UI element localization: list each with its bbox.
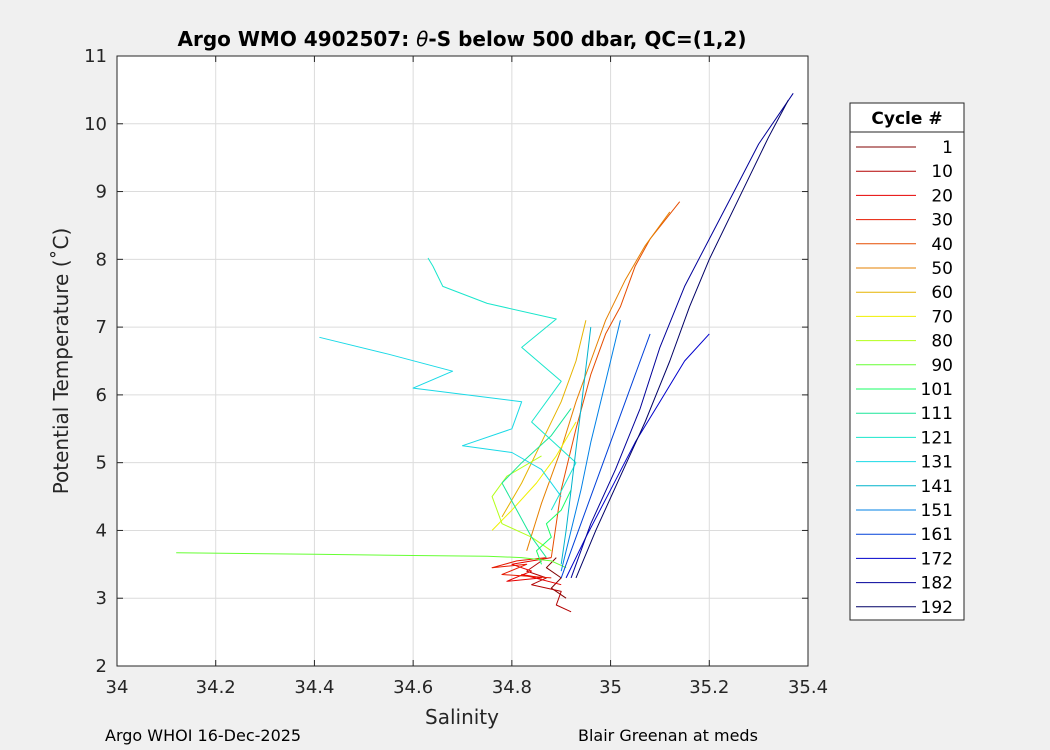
legend-label-cycle-40: 40 [931, 235, 953, 255]
series-line-cycle-192 [575, 99, 789, 579]
legend-label-cycle-80: 80 [931, 332, 953, 352]
legend-label-cycle-172: 172 [921, 549, 953, 569]
legend-label-cycle-30: 30 [931, 211, 953, 231]
series-line-cycle-80 [491, 455, 552, 552]
y-tick-label: 10 [84, 114, 107, 135]
series-line-cycle-70 [491, 421, 577, 531]
y-tick-label: 5 [96, 453, 107, 474]
y-tick-label: 2 [96, 656, 107, 677]
y-tick-label: 11 [84, 46, 107, 67]
x-tick-label: 35.4 [788, 677, 828, 698]
legend-label-cycle-70: 70 [931, 307, 953, 327]
x-tick-label: 34.2 [196, 677, 236, 698]
ticks [116, 55, 809, 667]
series-line-cycle-121 [427, 257, 577, 511]
chart-title: Argo WMO 4902507: θ-S below 500 dbar, QC… [178, 27, 747, 51]
legend-title: Cycle # [871, 109, 942, 129]
y-tick-label: 4 [96, 520, 107, 541]
series-layer [176, 93, 794, 613]
y-tick-label: 8 [96, 249, 107, 270]
legend-label-cycle-182: 182 [921, 574, 953, 594]
series-line-cycle-40 [550, 201, 681, 558]
legend-label-cycle-10: 10 [931, 162, 953, 182]
series-line-cycle-20 [506, 557, 562, 586]
series-line-cycle-30 [491, 557, 552, 579]
y-tick-label: 7 [96, 317, 107, 338]
legend-label-cycle-151: 151 [921, 501, 953, 521]
legend-label-cycle-121: 121 [921, 428, 953, 448]
footer-left: Argo WHOI 16-Dec-2025 [105, 726, 301, 745]
series-line-cycle-182 [570, 93, 794, 579]
x-axis-label: Salinity [425, 705, 499, 729]
x-tick-labels: 34 34.2 34.4 34.6 34.8 35 35.2 35.4 [106, 677, 828, 698]
legend-label-cycle-131: 131 [921, 453, 953, 473]
y-tick-label: 3 [96, 588, 107, 609]
series-line-cycle-161 [560, 333, 651, 579]
series-line-cycle-50 [526, 211, 671, 551]
series-line-cycle-151 [560, 320, 621, 572]
series-line-cycle-101 [536, 489, 572, 565]
series-line-cycle-131 [319, 336, 562, 497]
legend-label-cycle-60: 60 [931, 283, 953, 303]
x-tick-label: 34.4 [294, 677, 334, 698]
x-tick-label: 34.6 [393, 677, 433, 698]
series-line-cycle-111 [501, 408, 572, 558]
legend: Cycle # 11020304050607080901011111211311… [849, 102, 965, 621]
footer-right: Blair Greenan at meds [578, 726, 758, 745]
legend-label-cycle-90: 90 [931, 356, 953, 376]
legend-label-cycle-161: 161 [921, 525, 953, 545]
legend-items: 1 10 20 30 40 50 60 70 80 90 101 111 121 131 141 151 161… [856, 138, 953, 618]
plot-area [117, 56, 808, 666]
x-tick-label: 34 [106, 677, 129, 698]
x-tick-label: 35 [599, 677, 622, 698]
series-line-cycle-90 [176, 552, 567, 569]
plot-frame [116, 55, 809, 667]
legend-label-cycle-1: 1 [942, 138, 953, 158]
legend-label-cycle-111: 111 [921, 404, 953, 424]
y-tick-label: 9 [96, 182, 107, 203]
y-tick-labels: 2 3 4 5 6 7 8 9 10 11 [84, 46, 107, 677]
legend-label-cycle-20: 20 [931, 186, 953, 206]
legend-label-cycle-50: 50 [931, 259, 953, 279]
series-line-cycle-141 [560, 327, 592, 565]
legend-label-cycle-141: 141 [921, 477, 953, 497]
series-line-cycle-10 [526, 560, 572, 613]
y-axis-label: Potential Temperature (˚C) [49, 228, 73, 495]
series-line-cycle-60 [501, 320, 587, 518]
legend-label-cycle-101: 101 [921, 380, 953, 400]
legend-label-cycle-192: 192 [921, 598, 953, 618]
x-tick-label: 35.2 [689, 677, 729, 698]
x-tick-label: 34.8 [492, 677, 532, 698]
y-tick-label: 6 [96, 385, 107, 406]
